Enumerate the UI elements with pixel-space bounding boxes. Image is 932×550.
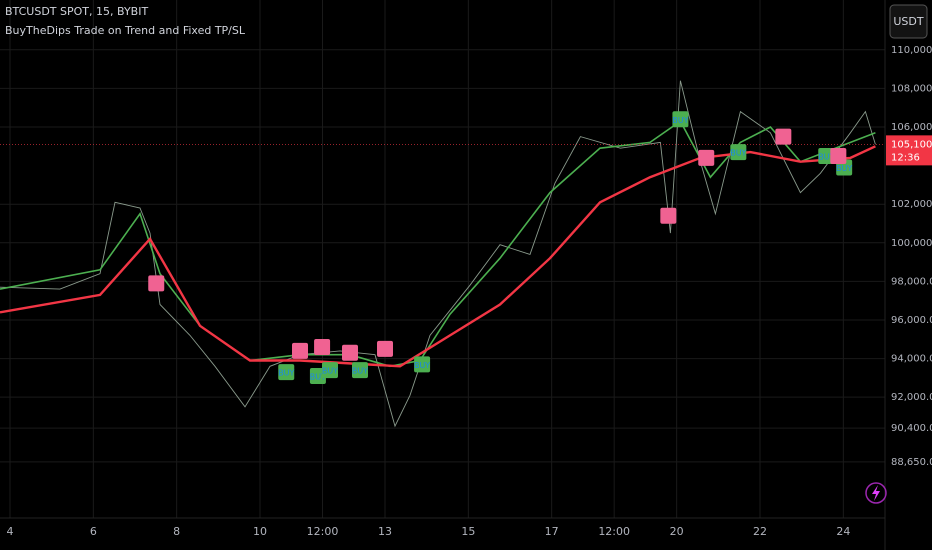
buy-signal: BUY [730,144,747,161]
last-price-tag-bg [886,135,932,166]
alert-icon-bolt[interactable] [872,485,880,501]
sell-signal [377,340,393,357]
sell-signal [148,275,165,292]
buy-signal: BUY [309,367,326,384]
buy-signal: BUY [414,356,431,373]
last-price-tag: 105,100.00 12:36 [886,135,932,166]
indicator-title: BuyTheDips Trade on Trend and Fixed TP/S… [5,24,246,37]
buy-signal: BUY [672,111,689,128]
sell-signal [342,344,358,361]
buy-signal-box [818,147,835,164]
currency-button-frame[interactable] [889,4,928,39]
sell-signal [775,128,792,145]
buy-signal-box [730,144,747,161]
x-tick-label: 4 [7,525,14,538]
currency-button-label[interactable]: USDT [893,15,924,28]
alert-icon-ring[interactable] [865,482,887,504]
sell-signal-box [342,344,358,361]
x-tick-label: 10 [253,525,267,538]
x-tick-label: 20 [670,525,684,538]
buy-signal-label: BUY [414,361,430,370]
y-tick-label: 110,000.00 [891,45,932,56]
y-tick-label: 108,000.00 [891,83,932,94]
sell-signal-box [292,342,308,359]
buy-signal-box [322,362,338,379]
buy-signal-label: BUY [836,164,852,173]
buy-signal-box [309,367,326,384]
x-tick-label: 12:00 [307,525,339,538]
x-tick-label: 17 [545,525,559,538]
series-line [0,145,876,368]
buy-signal-label: BUY [278,369,294,378]
y-tick-label: 98,000.00 [891,276,932,287]
buy-signal: BUY [278,364,295,381]
x-tick-label: 8 [173,525,180,538]
x-tick-label: 13 [378,525,392,538]
x-tick-label: 15 [461,525,475,538]
buy-signal: BUY [352,362,368,379]
buy-signal-box [672,111,689,128]
sell-signal [698,149,715,166]
buy-signal-label: BUY [310,372,326,381]
chart-title: BTCUSDT SPOT, 15, BYBIT [5,5,148,18]
y-tick-label: 106,000.00 [891,122,932,133]
buy-signal-label: BUY [322,367,338,376]
sell-signal-box [314,339,331,356]
y-tick-label: 88,650.00 [891,457,932,468]
sell-signal-box [698,149,715,166]
series-line [0,120,876,368]
sell-signal [660,207,677,224]
buy-signal-box [352,362,368,379]
buy-signal-label: BUY [818,152,834,161]
x-tick-label: 6 [90,525,97,538]
y-tick-label: 102,000.00 [891,199,932,210]
x-tick-label: 12:00 [598,525,630,538]
countdown: 12:36 [891,152,920,163]
alert-icon[interactable] [865,482,887,504]
buy-signal-box [278,364,295,381]
sell-signal-box [775,128,792,145]
x-tick-label: 22 [753,525,767,538]
buy-signal-label: BUY [672,116,688,125]
grid [0,0,885,518]
x-tick-label: 24 [836,525,850,538]
buy-signal: BUY [818,147,835,164]
sell-signal [292,342,308,359]
sell-signal-box [148,275,165,292]
y-tick-label: 96,000.00 [891,315,932,326]
sell-signal [314,339,331,356]
sell-signal-box [660,207,677,224]
axes: 110,000.00 108,000.00 106,000.00 102,000.00… [7,45,932,538]
last-price-label: 105,100.00 [891,139,932,150]
buy-signal-box [414,356,431,373]
currency-button[interactable]: USDT [889,4,928,39]
sell-signal-box [377,340,393,357]
buy-signal-label: BUY [352,367,368,376]
y-tick-label: 92,000.00 [891,392,932,403]
sell-signal-box [830,147,847,164]
sell-signal [830,147,847,164]
y-tick-label: 100,000.00 [891,238,932,249]
buy-signal-label: BUY [730,149,746,158]
buy-signal: BUY [322,362,338,379]
y-tick-label: 90,400.00 [891,423,932,434]
y-tick-label: 94,000.00 [891,354,932,365]
